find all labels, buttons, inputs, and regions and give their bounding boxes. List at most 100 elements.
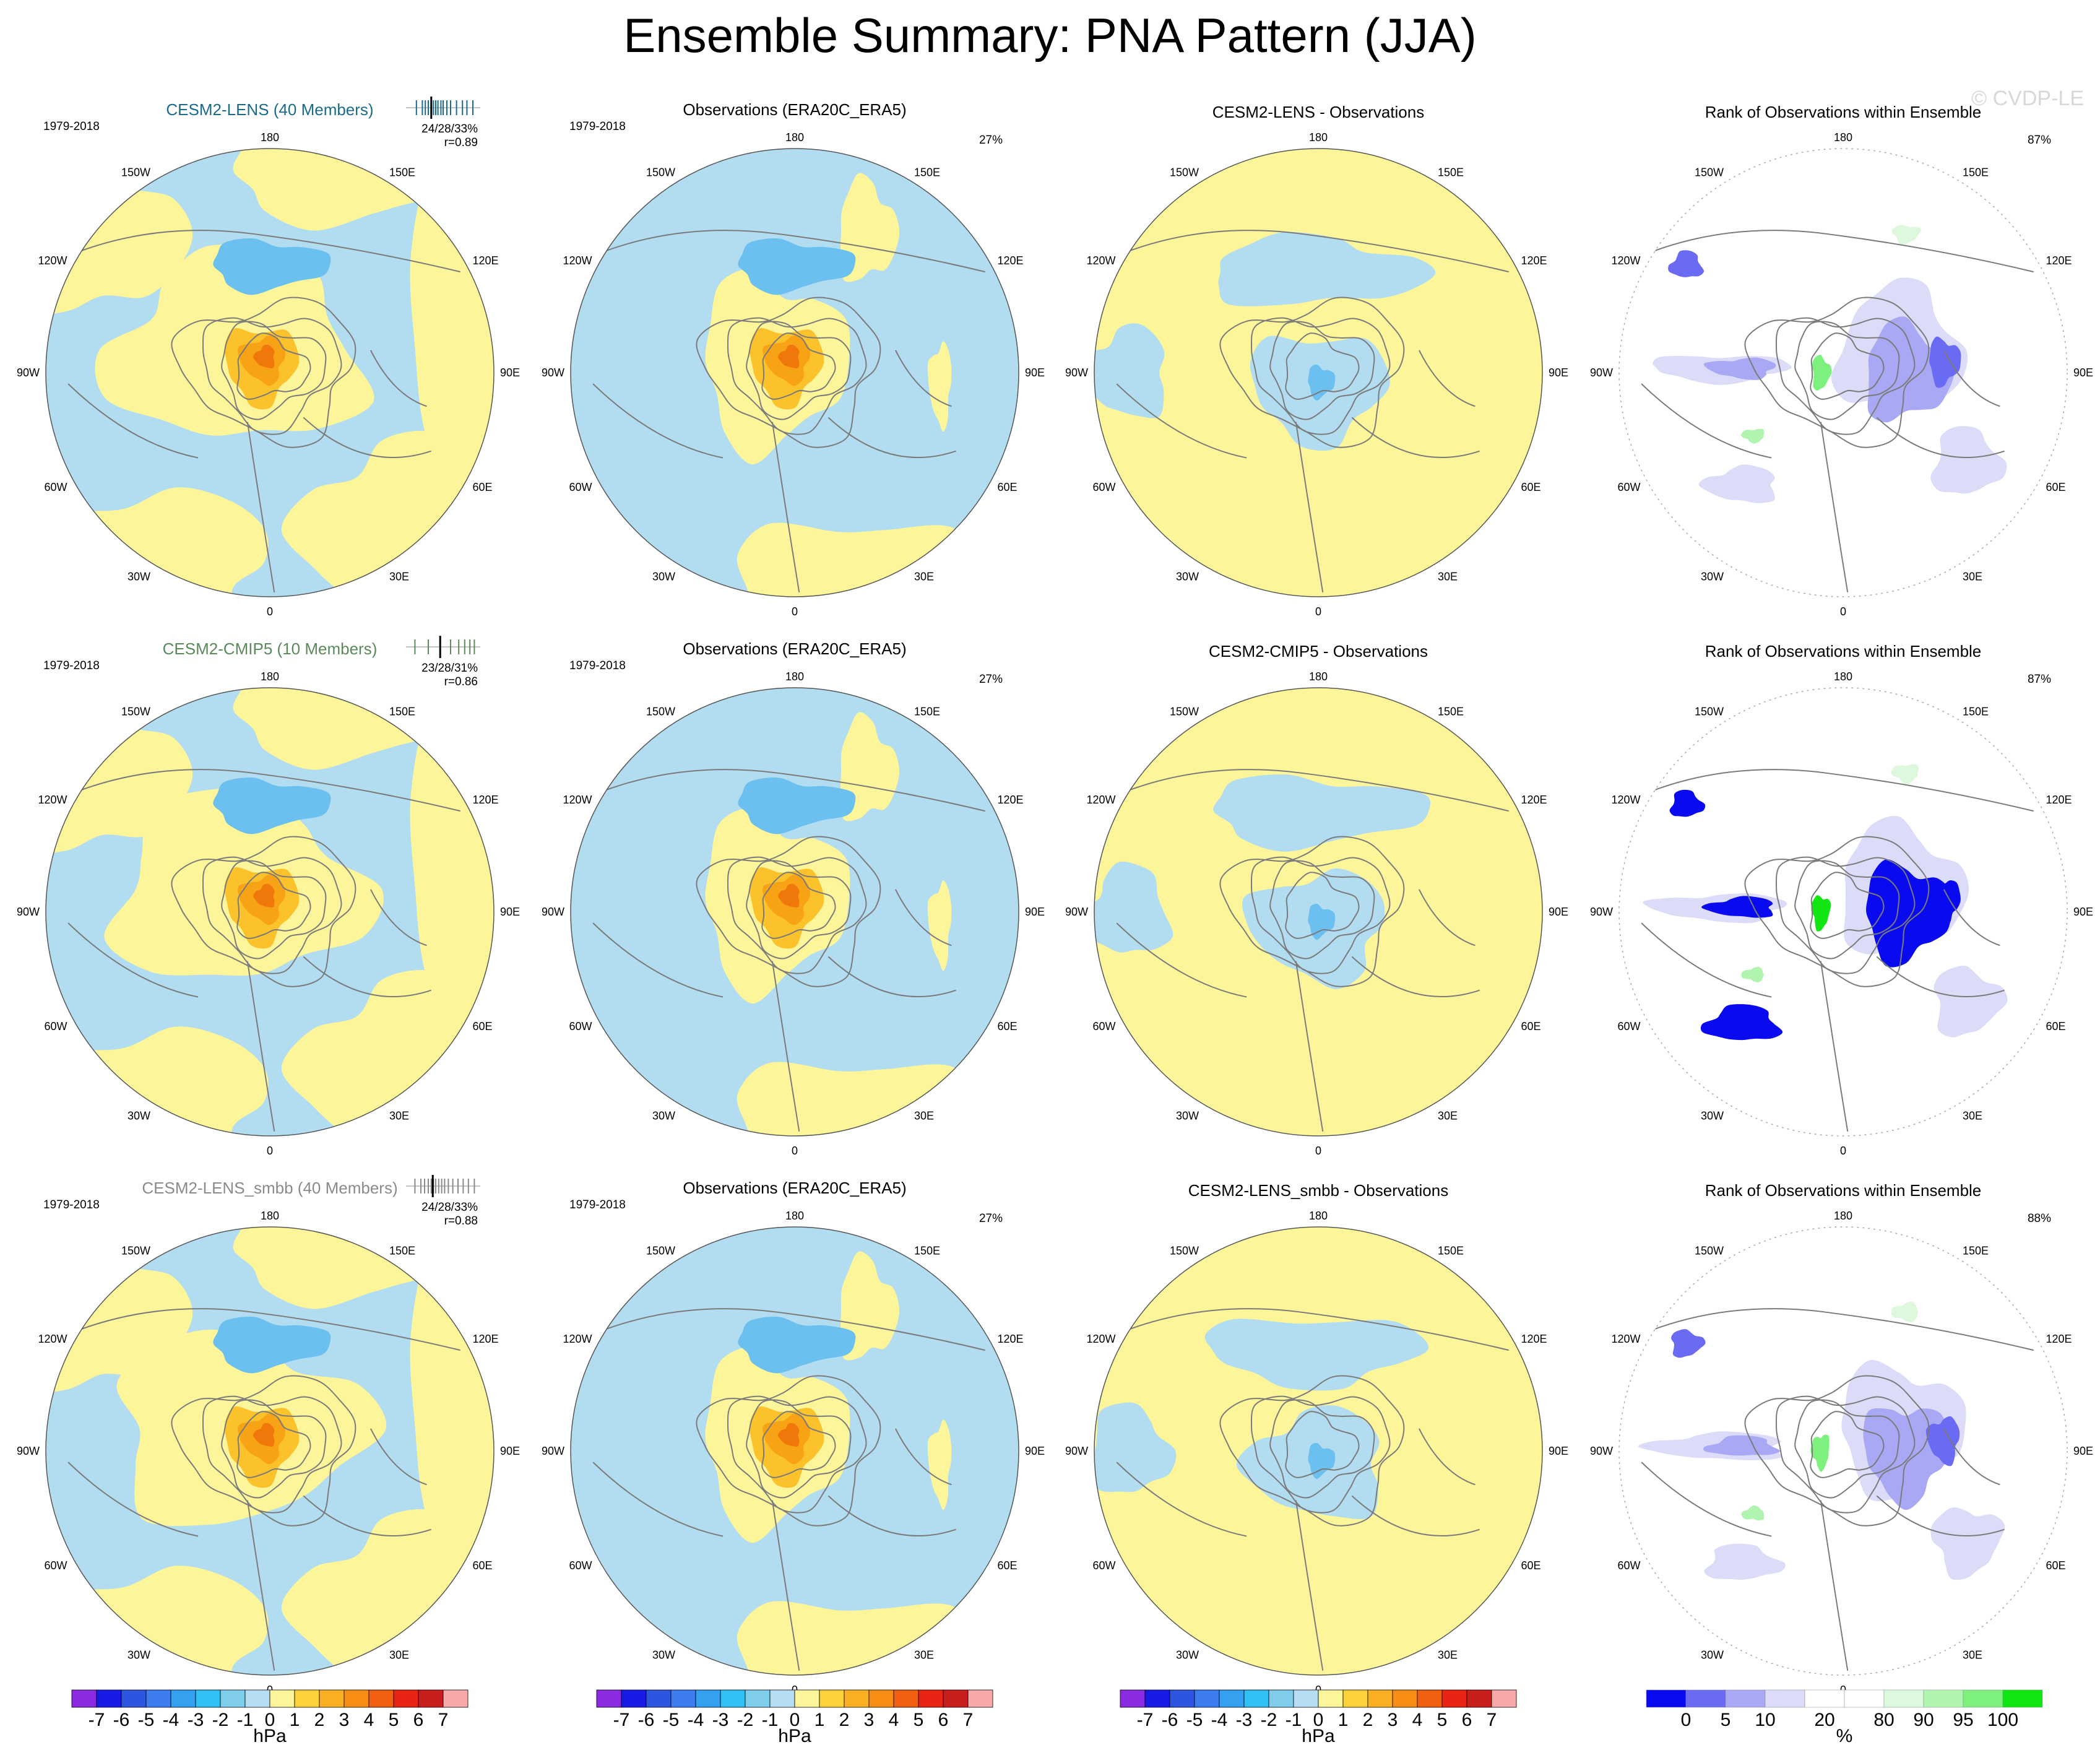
- colorbar-tick-label: 3: [339, 1710, 350, 1730]
- negative-anomaly-aleutian: [213, 238, 331, 295]
- lon-label-30e: 30E: [1963, 570, 1982, 583]
- colorbar-unit: hPa: [778, 1726, 811, 1746]
- colorbar-swatch: [1725, 1689, 1766, 1708]
- negative-anomaly-aleutian: [738, 238, 856, 295]
- colorbar-tick-label: -6: [638, 1710, 655, 1730]
- watermark: © CVDP-LE: [1971, 87, 2084, 110]
- lon-label-90w: 90W: [1590, 906, 1613, 918]
- negative-anomaly-aleutian: [213, 777, 331, 834]
- negative-anomaly-core: [1308, 903, 1336, 940]
- colorbar-tick-label: 10: [1755, 1710, 1775, 1730]
- positive-anomaly-east: [927, 341, 952, 432]
- positive-anomaly-north: [233, 149, 482, 231]
- lon-label-60w: 60W: [1092, 1559, 1115, 1572]
- colorbar-tick-label: -5: [1186, 1710, 1203, 1730]
- map-fill: [571, 149, 1019, 597]
- lon-label-180: 180: [1309, 670, 1328, 683]
- colorbar-tick-label: -4: [163, 1710, 179, 1730]
- rank-region: [1698, 464, 1775, 503]
- lon-label-120w: 120W: [38, 794, 67, 806]
- lon-label-90w: 90W: [17, 366, 40, 379]
- rank-region: [1671, 1329, 1706, 1358]
- colorbar-tick-label: 6: [1462, 1710, 1472, 1730]
- lon-label-90e: 90E: [1025, 366, 1045, 379]
- lon-label-60w: 60W: [1092, 1020, 1115, 1033]
- rank-region: [1891, 1301, 1919, 1323]
- pattern-correlation: r=0.89: [444, 136, 478, 149]
- lon-label-150w: 150W: [646, 706, 675, 718]
- colorbar-swatch: [794, 1689, 820, 1708]
- colorbar-swatch: [1417, 1689, 1443, 1708]
- negative-anomaly-west: [1094, 1402, 1177, 1492]
- map-border: [45, 1226, 495, 1676]
- colorbar-tick-label: -7: [1137, 1710, 1154, 1730]
- rank-pct: 88%: [2028, 1212, 2051, 1225]
- rank-region: [1867, 316, 1955, 423]
- colorbar-tick-label: 5: [1721, 1710, 1731, 1730]
- lon-label-120e: 120E: [997, 1333, 1023, 1345]
- positive-anomaly-level-4: [777, 883, 800, 908]
- lon-label-150w: 150W: [1170, 1245, 1199, 1257]
- model-panel: CESM2-LENS (40 Members) 1979-2018 24/28/33…: [17, 97, 520, 618]
- map-border: [1618, 1226, 2068, 1676]
- difference-title: CESM2-CMIP5 - Observations: [1209, 642, 1428, 661]
- colorbar-tick-label: -5: [663, 1710, 680, 1730]
- difference-panel: CESM2-CMIP5 - Observations 180 0 150W 150E 12…: [1065, 642, 1568, 1157]
- colorbar-tick-label: -3: [712, 1710, 729, 1730]
- colorbar-tick-label: 5: [389, 1710, 399, 1730]
- lon-label-180: 180: [1309, 131, 1328, 144]
- map-border: [1618, 148, 2068, 597]
- lon-label-150e: 150E: [389, 167, 415, 179]
- colorbar-tick-label: 7: [963, 1710, 974, 1730]
- lon-label-90e: 90E: [500, 906, 520, 918]
- difference-title: CESM2-LENS - Observations: [1212, 103, 1424, 121]
- colorbar-swatch: [244, 1689, 270, 1708]
- colorbar-swatch: [670, 1689, 696, 1708]
- colorbar-swatch: [1144, 1689, 1170, 1708]
- lon-label-30w: 30W: [1701, 1648, 1724, 1661]
- lon-label-90e: 90E: [1549, 366, 1568, 379]
- rank-region: [1891, 225, 1922, 245]
- lon-label-120e: 120E: [997, 254, 1023, 267]
- lon-label-0: 0: [267, 605, 273, 618]
- coastlines: [581, 230, 985, 592]
- map-fill: [1619, 149, 2067, 597]
- colorbar-swatch: [819, 1689, 845, 1708]
- coastlines: [56, 769, 460, 1132]
- colorbar-tick-label: 0: [265, 1710, 275, 1730]
- colorbar-tick-label: 2: [314, 1710, 325, 1730]
- lon-label-60w: 60W: [44, 1559, 67, 1572]
- lon-label-180: 180: [261, 131, 279, 144]
- colorbar-swatch: [1342, 1689, 1368, 1708]
- pattern-correlation: r=0.86: [444, 675, 478, 688]
- map-border: [570, 1226, 1019, 1676]
- lon-label-150e: 150E: [914, 706, 940, 718]
- colorbar-swatch: [443, 1689, 469, 1708]
- lon-label-30e: 30E: [914, 570, 934, 583]
- colorbar-swatch: [646, 1689, 672, 1708]
- lon-label-90w: 90W: [542, 1445, 564, 1457]
- colorbar-tick-label: -4: [688, 1710, 704, 1730]
- rank-region: [1704, 1543, 1786, 1580]
- lon-label-30e: 30E: [389, 1648, 409, 1661]
- colorbar-swatch: [121, 1689, 147, 1708]
- colorbar-tick-label: 100: [1987, 1710, 2018, 1730]
- lon-label-90w: 90W: [542, 366, 564, 379]
- colorbar-swatch: [1765, 1689, 1805, 1708]
- lon-label-150e: 150E: [914, 167, 940, 179]
- lon-label-90e: 90E: [2073, 1445, 2093, 1457]
- colorbar-swatch: [1491, 1689, 1517, 1708]
- model-title: CESM2-LENS_smbb (40 Members): [142, 1179, 397, 1197]
- colorbar-swatch: [269, 1689, 295, 1708]
- lon-label-180: 180: [261, 670, 279, 683]
- negative-anomaly-core: [1308, 364, 1336, 401]
- map-fill: [1619, 688, 2067, 1136]
- colorbar-swatch: [319, 1689, 345, 1708]
- lon-label-150e: 150E: [1963, 706, 1989, 718]
- model-panel: CESM2-CMIP5 (10 Members) 1979-2018 23/28/3…: [17, 636, 520, 1157]
- lon-label-30w: 30W: [1701, 570, 1724, 583]
- lon-label-60w: 60W: [1617, 481, 1640, 493]
- lon-label-120w: 120W: [38, 254, 67, 267]
- map-border: [1618, 687, 2068, 1137]
- colorbar-swatch: [1963, 1689, 2003, 1708]
